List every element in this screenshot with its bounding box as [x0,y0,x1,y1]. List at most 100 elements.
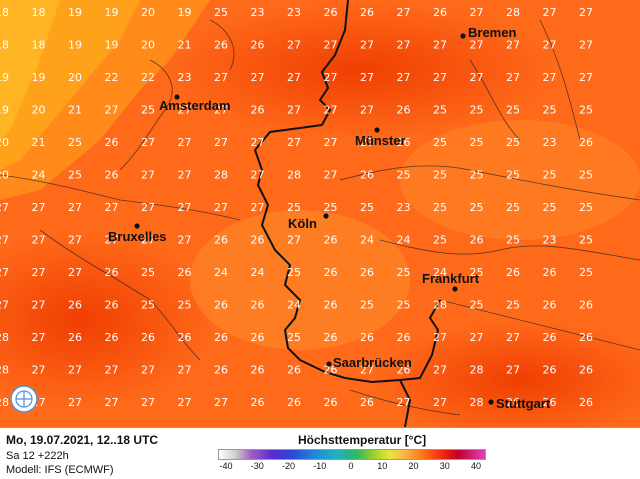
temperature-value: 28 [433,299,447,312]
temperature-value: 27 [141,136,155,149]
temperature-value: 25 [397,299,411,312]
temperature-value: 26 [543,396,557,409]
temperature-value: 25 [360,299,374,312]
city-label: Köln [288,216,317,231]
temperature-value: 26 [251,234,265,247]
legend-tick-label: 10 [377,461,388,471]
regional-borders [0,19,640,416]
temperature-value: 27 [141,364,155,377]
temperature-value: 27 [178,364,192,377]
temperature-value: 25 [579,234,593,247]
city-label: Bremen [468,25,516,40]
temperature-value: 23 [251,6,265,19]
temperature-value: 27 [360,39,374,52]
temperature-value: 26 [178,266,192,279]
temperature-value: 27 [433,331,447,344]
temperature-value: 19 [105,6,119,19]
temperature-value: 22 [105,71,119,84]
temperature-value: 25 [397,266,411,279]
city-label: Saarbrücken [333,355,412,370]
temperature-value: 27 [287,104,301,117]
legend-tick-label: 40 [470,461,482,471]
temperature-value: 25 [506,234,520,247]
temperature-value: 26 [324,364,338,377]
forecast-date: Mo, 19.07.2021, 12..18 UTC [6,433,159,447]
mild-zone-center [190,210,410,350]
temperature-value: 26 [397,331,411,344]
legend-tick-label: -20 [281,461,296,471]
temperature-value: 27 [32,364,46,377]
temperature-value: 25 [214,6,228,19]
temperature-value: 25 [506,169,520,182]
temperature-value: 27 [0,299,9,312]
city-dot [460,33,466,39]
temperature-value: 27 [68,396,82,409]
temperature-value: 21 [32,136,46,149]
temperature-value: 26 [360,396,374,409]
temperature-value: 28 [0,396,9,409]
temperature-value: 26 [68,331,82,344]
temperature-value: 19 [32,71,46,84]
model-run: Sa 12 +222h [6,450,69,462]
city-label: Amsterdam [159,98,231,113]
temperature-value: 27 [68,266,82,279]
temperature-value: 27 [178,136,192,149]
temperature-value: 24 [360,234,374,247]
temperature-value: 27 [214,396,228,409]
temperature-value: 19 [105,39,119,52]
temperature-value: 25 [397,169,411,182]
temperature-value: 26 [470,234,484,247]
temperature-value: 25 [470,299,484,312]
temperature-map[interactable]: 18 18 19 19 20 19 25 23 23 26 26 27 26 27 28 27 27 18 18 19… [0,0,640,427]
temperature-value: 27 [214,104,228,117]
temperature-value: 26 [397,136,411,149]
temperature-value: 27 [214,71,228,84]
temperature-value: 22 [141,71,155,84]
temperature-value: 26 [214,331,228,344]
temperature-value: 26 [178,331,192,344]
temperature-value: 25 [360,201,374,214]
hot-zone-south [370,320,640,427]
city-marker: Saarbrücken [326,355,412,370]
temperature-value: 26 [360,266,374,279]
temperature-value: 27 [543,6,557,19]
temperature-value: 27 [397,396,411,409]
temperature-value: 27 [178,104,192,117]
legend-tick-label: 0 [348,461,354,471]
temperature-value: 26 [324,331,338,344]
temperature-value: 27 [32,234,46,247]
temperature-value: 23 [543,136,557,149]
temperature-value: 25 [470,169,484,182]
temperature-value: 20 [0,169,9,182]
temperature-value: 27 [433,39,447,52]
temperature-value: 19 [68,6,82,19]
temperature-value: 26 [214,39,228,52]
temperature-value: 28 [0,331,9,344]
temperature-value: 26 [506,266,520,279]
city-markers: Bremen Amsterdam Münster Köln Bruxelles Frank… [108,25,551,411]
temperature-value: 24 [32,169,46,182]
temperature-value: 26 [324,234,338,247]
temperature-value: 20 [141,6,155,19]
temperature-value: 27 [105,104,119,117]
city-label: Frankfurt [422,271,480,286]
temperature-value: 26 [433,6,447,19]
temperature-value: 27 [0,234,9,247]
temperature-value: 27 [324,104,338,117]
temperature-value: 26 [324,266,338,279]
temperature-value: 18 [0,6,9,19]
city-dot [323,213,329,219]
temperature-value: 27 [214,201,228,214]
temperature-value: 27 [105,234,119,247]
temperature-value: 26 [324,396,338,409]
city-label: Münster [355,133,406,148]
temperature-value: 27 [579,6,593,19]
temperature-value: 26 [105,299,119,312]
temperature-value: 27 [470,331,484,344]
temperature-value: 26 [543,364,557,377]
city-marker: Frankfurt [422,271,480,292]
legend-tick-label: -10 [313,461,327,471]
map-canvas: 18 18 19 19 20 19 25 23 23 26 26 27 26 27 28 27 27 18 18 19… [0,0,640,427]
temperature-value: 27 [397,39,411,52]
temperature-value: 27 [324,39,338,52]
